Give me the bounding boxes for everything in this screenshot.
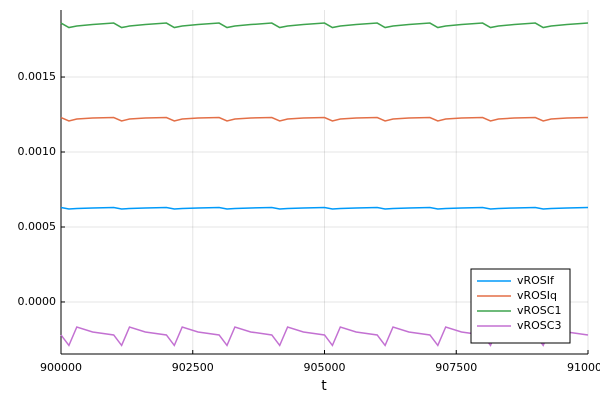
y-tick-label: 0.0010 [18,145,57,158]
series-line [60,206,589,210]
y-tick-label: 0.0005 [18,220,57,233]
x-tick-label: 900000 [40,361,82,374]
x-tick-label: 902500 [172,361,214,374]
y-tick-label: 0.0000 [18,295,57,308]
x-tick-label: 910000 [567,361,600,374]
series-line [60,116,589,122]
x-axis-label: t [321,378,327,394]
legend-label: vROSIq [517,289,557,302]
legend-label: vROSC1 [517,304,561,317]
x-tick-label: 905000 [304,361,346,374]
legend-label: vROSIf [517,274,555,287]
legend-label: vROSC3 [517,319,561,332]
x-tick-label: 907500 [435,361,477,374]
y-tick-label: 0.0015 [18,70,57,83]
series-line [60,22,589,29]
